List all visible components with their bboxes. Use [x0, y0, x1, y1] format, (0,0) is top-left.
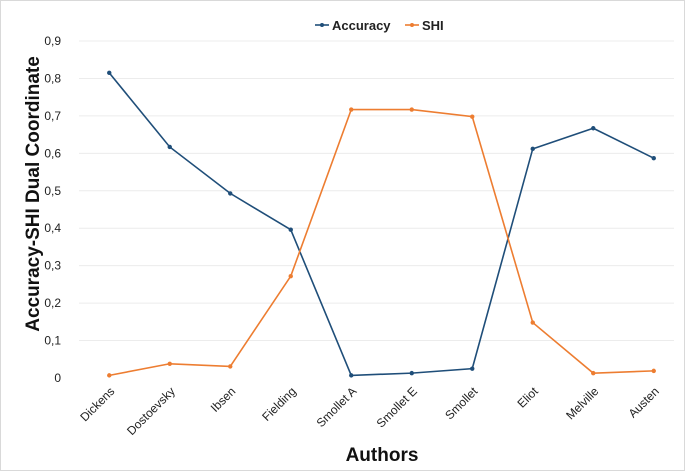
data-point-accuracy: [591, 126, 595, 130]
data-point-shi: [470, 114, 474, 118]
data-point-shi: [531, 320, 535, 324]
series-line-accuracy: [109, 73, 654, 376]
y-tick-label: 0,4: [44, 221, 61, 235]
data-point-shi: [591, 371, 595, 375]
data-point-shi: [228, 364, 232, 368]
data-point-accuracy: [652, 156, 656, 160]
data-point-accuracy: [289, 228, 293, 232]
data-point-accuracy: [531, 147, 535, 151]
data-point-shi: [168, 362, 172, 366]
legend-label-shi: SHI: [422, 18, 444, 33]
x-tick-label: Dickens: [77, 384, 117, 424]
legend-marker-accuracy: [320, 23, 324, 27]
data-point-shi: [289, 274, 293, 278]
y-tick-label: 0,8: [44, 71, 61, 85]
series-line-shi: [109, 110, 654, 376]
data-point-shi: [410, 107, 414, 111]
x-tick-label: Smollet E: [374, 384, 420, 430]
y-tick-labels: 0 0,1 0,2 0,3 0,4 0,5 0,6 0,7 0,8 0,9: [44, 34, 61, 385]
x-tick-label: Eliot: [514, 384, 541, 411]
y-tick-label: 0: [54, 371, 61, 385]
data-point-accuracy: [470, 366, 474, 370]
x-tick-label: Melville: [563, 384, 601, 422]
data-point-shi: [349, 107, 353, 111]
data-point-accuracy: [107, 71, 111, 75]
legend-label-accuracy: Accuracy: [332, 18, 391, 33]
x-tick-labels: Dickens Dostoevsky Ibsen Fielding Smollet A S…: [77, 384, 662, 438]
y-tick-label: 0,3: [44, 259, 61, 273]
gridlines: [79, 41, 674, 341]
x-tick-label: Smollet: [442, 384, 481, 423]
series-lines: [107, 71, 656, 378]
data-point-shi: [107, 373, 111, 377]
y-tick-label: 0,7: [44, 109, 61, 123]
data-point-accuracy: [168, 145, 172, 149]
data-point-accuracy: [410, 371, 414, 375]
x-tick-label: Smollet A: [314, 384, 360, 430]
x-tick-label: Austen: [626, 384, 662, 420]
x-tick-label: Ibsen: [208, 384, 239, 415]
x-axis-title: Authors: [346, 445, 419, 466]
y-tick-label: 0,9: [44, 34, 61, 48]
data-point-shi: [652, 369, 656, 373]
legend: Accuracy SHI: [315, 18, 444, 33]
y-tick-label: 0,1: [44, 334, 61, 348]
y-tick-label: 0,5: [44, 184, 61, 198]
y-tick-label: 0,6: [44, 146, 61, 160]
x-tick-label: Dostoevsky: [124, 384, 178, 438]
x-tick-label: Fielding: [259, 384, 299, 424]
y-axis-title: Accuracy-SHI Dual Coordinate: [23, 56, 44, 332]
y-tick-label: 0,2: [44, 296, 61, 310]
data-point-accuracy: [228, 191, 232, 195]
legend-marker-shi: [410, 23, 414, 27]
data-point-accuracy: [349, 373, 353, 377]
